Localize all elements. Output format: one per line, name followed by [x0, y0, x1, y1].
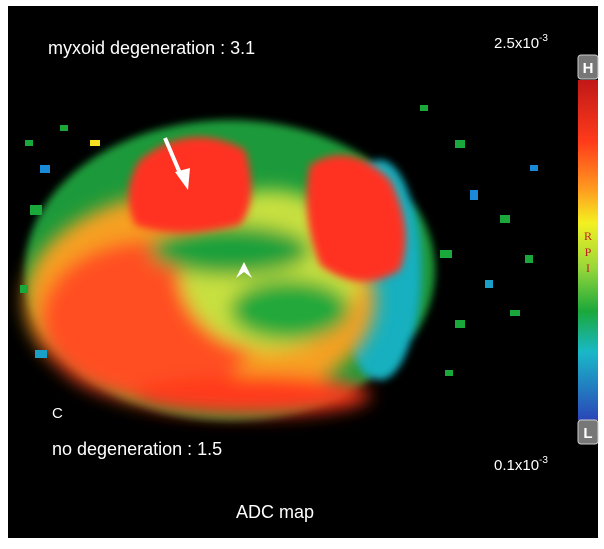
top-label: myxoid degeneration : 3.1 [48, 38, 255, 58]
caption: ADC map [236, 502, 314, 522]
low-key: L [583, 425, 592, 442]
scale-max-exponent: -3 [539, 33, 548, 44]
bottom-label: no degeneration : 1.5 [52, 439, 222, 459]
scale-max-base: 2.5x10 [494, 35, 539, 52]
side-letter: P [585, 245, 592, 259]
side-letter: I [586, 261, 590, 275]
scale-min-exponent: -3 [539, 455, 548, 466]
side-letter: R [584, 229, 592, 243]
panel-letter: C [52, 405, 63, 422]
adc-figure: myxoid degeneration : 3.1 C no degenerat… [0, 0, 604, 544]
high-key: H [583, 60, 594, 77]
scale-min-base: 0.1x10 [494, 457, 539, 474]
